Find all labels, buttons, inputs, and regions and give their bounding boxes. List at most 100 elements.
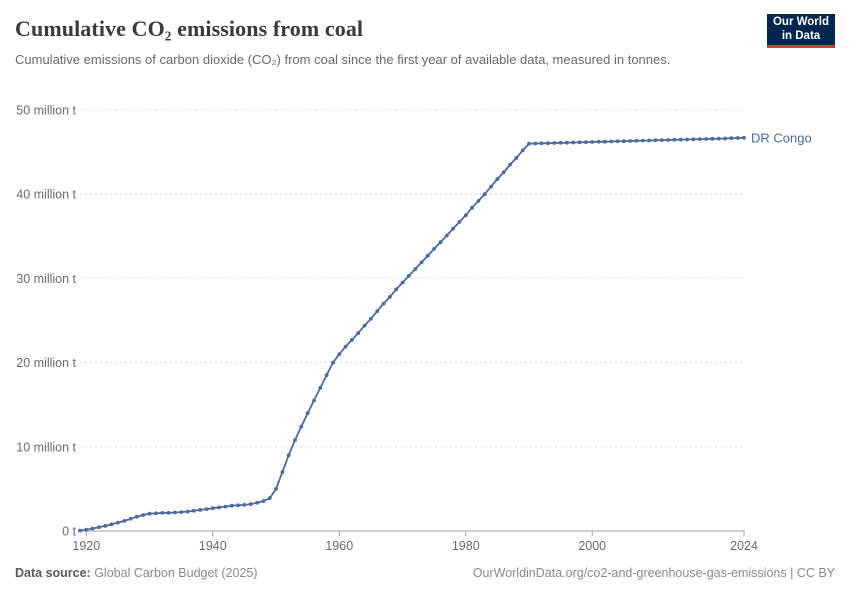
data-point [166,511,171,515]
data-point [122,519,127,523]
data-point [729,136,734,141]
data-line [79,136,745,532]
data-point [603,139,607,144]
data-point [640,138,645,143]
data-point [337,352,342,357]
data-point [476,199,481,203]
data-point [678,137,683,142]
data-point [160,511,165,515]
x-tick-label: 2024 [730,539,758,553]
data-point [242,503,247,507]
data-point [697,137,702,142]
data-point [520,148,525,153]
chart-subtitle: Cumulative emissions of carbon dioxide (… [15,52,671,67]
data-point [135,514,139,519]
series-label: DR Congo [751,130,812,145]
data-point [318,386,323,390]
data-source-label: Data source: [15,566,91,580]
x-tick-label: 2000 [578,539,606,553]
y-tick-label: 0 t [62,525,76,539]
data-point [179,510,184,514]
chart-header: Cumulative CO₂ emissions from coal Cumul… [15,14,835,70]
data-point [305,411,310,415]
data-point [546,141,550,146]
data-point [685,137,689,142]
data-point [154,511,158,516]
data-point [267,496,272,501]
owid-logo-line1: Our World [772,15,829,28]
data-point [324,373,329,378]
data-point [584,140,588,145]
data-point [691,137,696,142]
data-point [394,287,399,292]
data-point [381,301,386,306]
data-point [261,499,266,503]
data-point [539,141,544,146]
data-point [634,138,639,143]
data-point [84,527,89,532]
data-point [116,520,120,525]
owid-logo[interactable]: Our World in Data [767,14,835,48]
data-point [312,398,316,403]
data-point [369,316,373,321]
data-point [204,507,209,511]
data-point [463,213,468,218]
data-source-value: Global Carbon Budget (2025) [90,566,258,580]
data-point [147,511,152,516]
data-point [173,510,177,515]
data-point [293,438,297,442]
data-point [248,502,253,506]
data-point [742,135,746,140]
data-point [508,162,512,167]
data-point [362,323,367,328]
data-point [109,522,114,527]
data-point [191,508,196,513]
data-point [647,138,651,143]
data-point [704,137,708,141]
data-point [406,274,411,278]
x-tick-label: 1980 [452,539,480,553]
x-tick-label: 1960 [325,539,353,553]
data-point [621,139,626,144]
data-point [666,138,670,142]
data-point [457,220,462,224]
data-point [97,525,101,530]
data-point [735,136,740,140]
data-point [672,137,677,142]
data-point [558,140,563,145]
page-title: Cumulative CO₂ emissions from coal [15,16,364,41]
data-point [571,140,576,145]
chart-footer: Data source: Global Carbon Budget (2025)… [15,566,835,580]
y-tick-label: 10 million t [16,440,76,454]
data-point [444,233,449,238]
data-point [628,139,633,143]
y-tick-label: 20 million t [16,356,76,370]
data-point [413,267,418,271]
data-point [400,280,405,285]
data-point [375,309,380,314]
data-point [723,136,727,141]
data-point [609,139,614,144]
data-point [596,139,601,144]
data-point [653,138,658,143]
data-point [274,487,278,491]
x-tick-label: 1940 [199,539,227,553]
data-point [451,226,455,231]
data-point [286,453,291,458]
data-point [501,170,506,175]
data-point [350,338,354,342]
data-point [255,500,259,505]
data-point [388,295,392,299]
data-point [438,240,443,245]
data-point [223,504,228,509]
attribution-link[interactable]: OurWorldinData.org/co2-and-greenhouse-ga… [472,566,835,580]
data-point [236,503,241,508]
data-point [185,509,190,514]
data-point [659,138,664,143]
data-point [299,424,304,429]
data-point [90,526,95,531]
owid-logo-line2: in Data [781,29,821,42]
data-point [331,360,335,365]
data-point [229,503,234,508]
